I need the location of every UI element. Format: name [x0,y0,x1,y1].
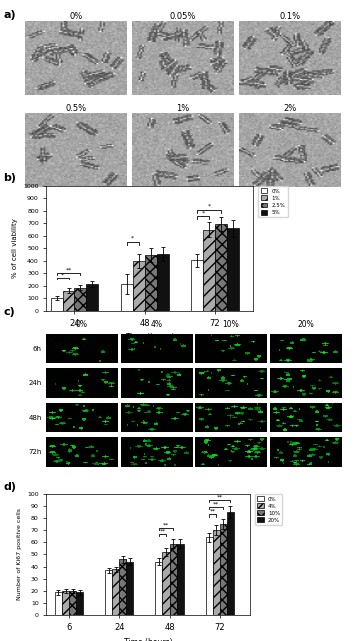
Legend: 0%, 4%, 10%, 20%: 0%, 4%, 10%, 20% [255,494,282,525]
Bar [227,512,234,615]
Text: **: ** [217,494,223,499]
Bar [170,544,177,615]
Bar [155,562,162,615]
Bar [75,288,86,311]
Text: 0%: 0% [76,320,88,329]
Bar [119,560,126,615]
Bar [191,260,203,311]
Bar [62,591,69,615]
Text: 0.1%: 0.1% [280,12,301,21]
Text: 2%: 2% [283,104,297,113]
Text: a): a) [4,10,16,20]
Bar [203,229,215,311]
Y-axis label: % of cell viability: % of cell viability [12,219,18,278]
Text: **: ** [159,528,166,533]
Bar [126,562,133,615]
Bar [177,544,183,615]
Y-axis label: Number of Ki67 positive cells: Number of Ki67 positive cells [16,508,21,601]
Text: 20%: 20% [297,320,314,329]
Text: b): b) [4,172,16,183]
Text: *: * [201,210,205,215]
Text: *: * [131,236,134,241]
Bar [55,592,62,615]
Text: **: ** [163,522,169,528]
Text: 0%: 0% [69,12,82,21]
Text: **: ** [65,268,72,273]
Bar [220,524,227,615]
Text: 1%: 1% [176,104,190,113]
Bar [157,254,169,311]
Bar [162,552,170,615]
Bar [105,570,112,615]
Text: d): d) [4,482,16,492]
Bar [215,224,227,311]
Bar [51,298,62,311]
Bar [213,530,220,615]
Text: *: * [207,204,211,209]
Text: 24h: 24h [29,380,42,386]
Text: 48h: 48h [29,415,42,420]
Bar [76,592,83,615]
Text: *: * [61,272,64,277]
Bar [69,591,76,615]
Bar [133,261,145,311]
Text: 10%: 10% [222,320,239,329]
Bar [86,284,98,311]
Bar [62,291,75,311]
X-axis label: Time (hours): Time (hours) [126,333,174,342]
Text: 6h: 6h [33,345,42,352]
Bar [145,254,157,311]
Bar [121,284,133,311]
Text: **: ** [213,502,219,506]
Legend: 0%, 1%, 2.5%, 5%: 0%, 1%, 2.5%, 5% [258,186,288,217]
Text: 0.5%: 0.5% [65,104,86,113]
Bar [112,569,119,615]
Text: 72h: 72h [29,449,42,455]
Bar [227,228,239,311]
Bar [206,537,213,615]
X-axis label: Time (hours): Time (hours) [124,638,172,641]
Text: **: ** [210,509,216,514]
Text: c): c) [4,307,15,317]
Text: 0.05%: 0.05% [170,12,196,21]
Text: 4%: 4% [150,320,162,329]
